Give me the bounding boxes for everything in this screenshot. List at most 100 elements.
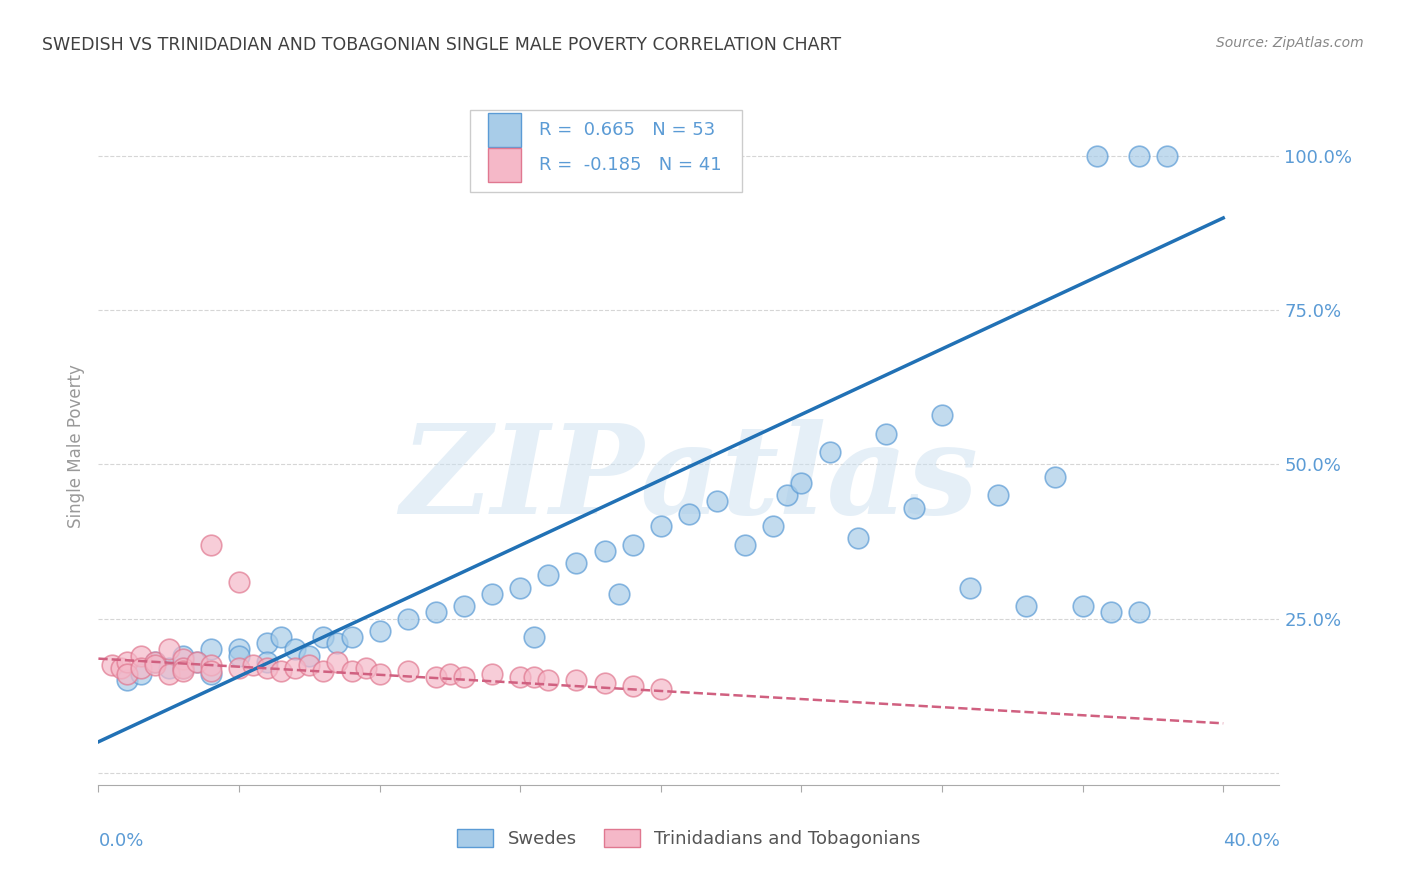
Point xyxy=(425,670,447,684)
Point xyxy=(186,655,208,669)
Point xyxy=(228,661,250,675)
Point xyxy=(143,655,166,669)
Point xyxy=(284,661,307,675)
Point xyxy=(157,642,180,657)
Point xyxy=(326,655,349,669)
Point xyxy=(186,655,208,669)
Point xyxy=(228,642,250,657)
Text: R =  -0.185   N = 41: R = -0.185 N = 41 xyxy=(538,156,721,174)
Point xyxy=(565,673,588,688)
Point xyxy=(270,630,292,644)
Point xyxy=(987,488,1010,502)
Text: 0.0%: 0.0% xyxy=(98,832,143,850)
Point xyxy=(1156,149,1178,163)
Point xyxy=(1015,599,1038,614)
Point xyxy=(537,673,560,688)
Point xyxy=(242,657,264,672)
Point xyxy=(172,664,194,678)
Point xyxy=(326,636,349,650)
Point xyxy=(439,667,461,681)
Point xyxy=(312,664,335,678)
Point xyxy=(143,657,166,672)
Point xyxy=(298,657,321,672)
Point xyxy=(875,426,897,441)
Point xyxy=(790,475,813,490)
Point xyxy=(228,648,250,663)
Text: SWEDISH VS TRINIDADIAN AND TOBAGONIAN SINGLE MALE POVERTY CORRELATION CHART: SWEDISH VS TRINIDADIAN AND TOBAGONIAN SI… xyxy=(42,36,841,54)
Point xyxy=(298,648,321,663)
Point xyxy=(481,587,503,601)
Point xyxy=(762,519,785,533)
Text: R =  0.665   N = 53: R = 0.665 N = 53 xyxy=(538,121,716,139)
Point xyxy=(1128,606,1150,620)
Point xyxy=(256,661,278,675)
Point xyxy=(200,642,222,657)
Point xyxy=(396,664,419,678)
Text: Source: ZipAtlas.com: Source: ZipAtlas.com xyxy=(1216,36,1364,50)
Point xyxy=(593,543,616,558)
Point xyxy=(129,661,152,675)
Point xyxy=(172,661,194,675)
Point xyxy=(818,445,841,459)
Point xyxy=(172,661,194,675)
Point xyxy=(621,538,644,552)
Point xyxy=(284,642,307,657)
Point xyxy=(143,655,166,669)
Point xyxy=(368,624,391,638)
Point xyxy=(959,581,981,595)
Point xyxy=(368,667,391,681)
Point xyxy=(129,667,152,681)
Point xyxy=(101,657,124,672)
Y-axis label: Single Male Poverty: Single Male Poverty xyxy=(67,364,86,528)
Point xyxy=(172,648,194,663)
Text: 40.0%: 40.0% xyxy=(1223,832,1279,850)
Point xyxy=(115,673,138,688)
Point xyxy=(650,682,672,697)
Point xyxy=(110,661,132,675)
Point xyxy=(523,670,546,684)
Point xyxy=(157,667,180,681)
Point xyxy=(650,519,672,533)
Point xyxy=(115,655,138,669)
Point xyxy=(593,676,616,690)
Point xyxy=(340,664,363,678)
Point xyxy=(200,657,222,672)
Point xyxy=(453,599,475,614)
Point xyxy=(256,636,278,650)
Point xyxy=(1099,606,1122,620)
FancyBboxPatch shape xyxy=(488,148,522,182)
Point xyxy=(129,648,152,663)
Point xyxy=(172,651,194,665)
Point xyxy=(846,532,869,546)
Point xyxy=(537,568,560,582)
Point xyxy=(312,630,335,644)
Point xyxy=(157,661,180,675)
Point xyxy=(565,556,588,570)
Point xyxy=(621,679,644,693)
Point xyxy=(678,507,700,521)
Point xyxy=(607,587,630,601)
Point xyxy=(200,664,222,678)
Point xyxy=(1043,470,1066,484)
Point xyxy=(903,500,925,515)
Point xyxy=(1085,149,1108,163)
Point xyxy=(453,670,475,684)
Point xyxy=(228,574,250,589)
Point xyxy=(1071,599,1094,614)
FancyBboxPatch shape xyxy=(488,113,522,147)
Point xyxy=(523,630,546,644)
Point xyxy=(481,667,503,681)
Point xyxy=(509,581,531,595)
Point xyxy=(776,488,799,502)
FancyBboxPatch shape xyxy=(471,111,742,192)
Point xyxy=(270,664,292,678)
Point xyxy=(354,661,377,675)
Point xyxy=(396,611,419,625)
Point xyxy=(340,630,363,644)
Point xyxy=(200,538,222,552)
Legend: Swedes, Trinidadians and Tobagonians: Swedes, Trinidadians and Tobagonians xyxy=(449,820,929,857)
Point xyxy=(425,606,447,620)
Point xyxy=(115,667,138,681)
Point xyxy=(509,670,531,684)
Point xyxy=(706,494,728,508)
